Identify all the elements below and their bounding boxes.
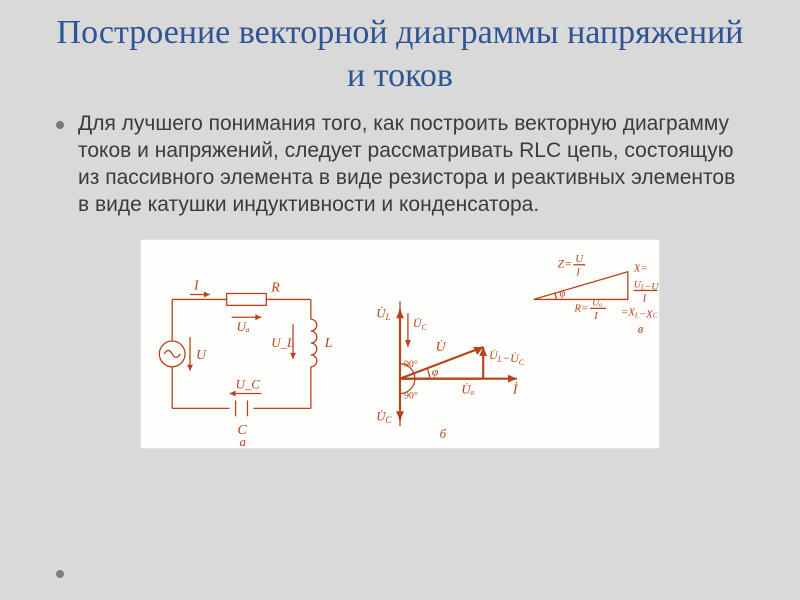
circuit-diagram: I R Uₐ L U_L [159,277,332,447]
phasor-diagram: İ U̇ₐ U̇L U̇C U̇C [376,301,524,441]
svg-text:U̇C: U̇C [376,409,392,425]
svg-text:Uₐ: Uₐ [592,297,602,308]
svg-text:İ: İ [512,381,519,396]
UL-label: U_L [271,335,294,349]
bullet-icon [56,121,64,129]
svg-text:=XL−XC: =XL−XC [621,306,658,320]
Ua-label: Uₐ [237,320,250,334]
svg-text:90°: 90° [404,358,418,369]
svg-text:U̇C: U̇C [413,316,428,332]
svg-text:U̇L−U̇C: U̇L−U̇C [489,347,525,366]
R-label: R [270,279,280,294]
svg-text:Z=: Z= [557,256,572,270]
svg-text:φ: φ [559,287,565,299]
UC-label: U_C [236,377,261,391]
phasor-caption: б [440,427,447,441]
body-paragraph: Для лучшего понимания того, как построит… [48,111,752,219]
bullet-icon-secondary [56,570,64,578]
current-label: I [193,277,200,292]
svg-text:90°: 90° [404,390,418,401]
svg-text:U̇ₐ: U̇ₐ [461,382,474,396]
svg-text:X=: X= [633,262,648,274]
svg-text:I: I [642,292,648,304]
slide-title: Построение векторной диаграммы напряжени… [48,12,752,97]
slide: Построение векторной диаграммы напряжени… [0,0,800,600]
svg-text:I: I [575,266,581,278]
circuit-caption: а [240,435,246,448]
U-label: U [196,346,207,361]
svg-text:φ: φ [432,364,439,378]
impedance-triangle: φ Z= U I X= UL−UC I =XL−XC R= Uₐ I в [534,252,659,335]
svg-text:U̇L: U̇L [376,306,390,322]
svg-text:R=: R= [573,302,588,314]
body-text-content: Для лучшего понимания того, как построит… [78,112,735,216]
svg-text:U: U [575,252,584,264]
rlc-figure: I R Uₐ L U_L [140,239,660,449]
triangle-caption: в [638,322,644,336]
svg-text:U̇: U̇ [436,338,447,353]
figure-svg: I R Uₐ L U_L [141,240,659,448]
figure-container: I R Uₐ L U_L [48,239,752,449]
svg-text:I: I [593,310,599,322]
L-label: L [324,334,333,349]
